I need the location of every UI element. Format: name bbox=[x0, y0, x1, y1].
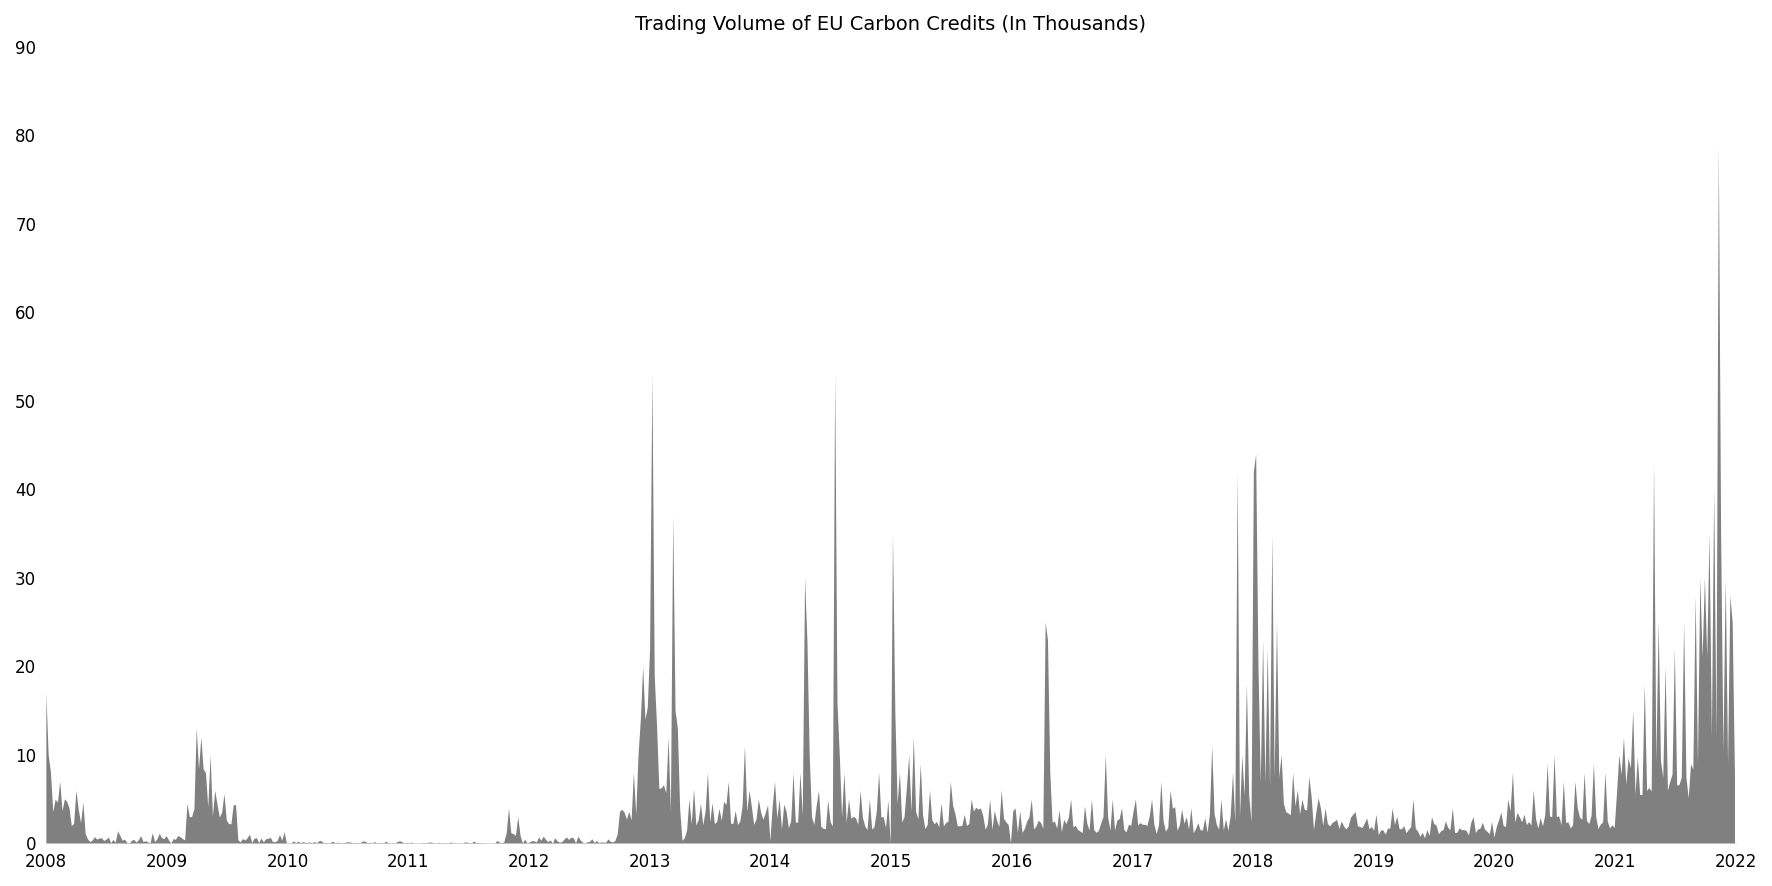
Title: Trading Volume of EU Carbon Credits (In Thousands): Trading Volume of EU Carbon Credits (In … bbox=[636, 15, 1146, 34]
